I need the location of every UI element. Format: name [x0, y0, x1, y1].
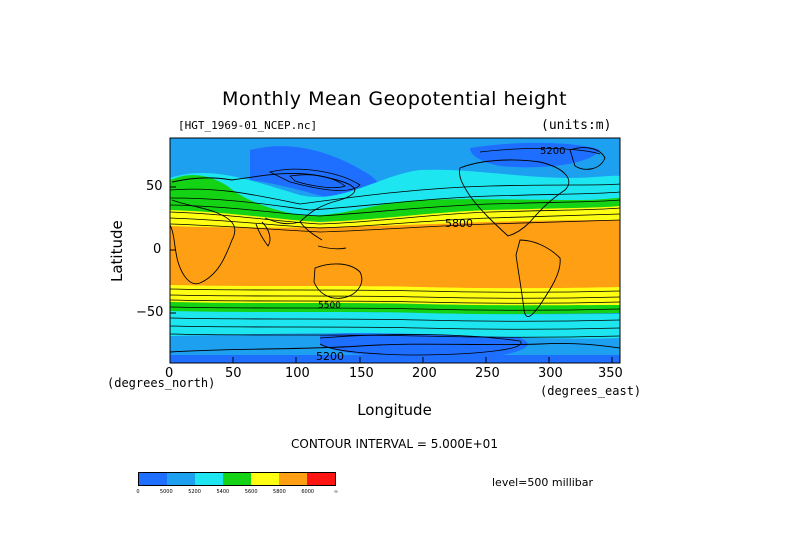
x-tick-250: 250	[475, 366, 500, 381]
contour-label-5200-north: 5200	[540, 146, 565, 157]
map-fill-layer: 5800 5200 5200 5500	[170, 138, 620, 363]
colorbar-label: 0	[136, 489, 140, 495]
x-axis-label: Longitude	[357, 401, 432, 419]
colorbar-swatch	[223, 473, 251, 485]
colorbar-label: ∞	[333, 489, 339, 495]
x-tick-150: 150	[349, 366, 374, 381]
colorbar-swatch	[279, 473, 307, 485]
contour-interval-text: CONTOUR INTERVAL = 5.000E+01	[291, 437, 498, 451]
units-label: (units:m)	[541, 118, 612, 133]
x-tick-100: 100	[285, 366, 310, 381]
y-tick-0: 0	[153, 242, 162, 257]
axis-ticks	[169, 186, 613, 363]
colorbar-swatch	[251, 473, 279, 485]
colorbar-label: 5600	[244, 489, 258, 495]
colorbar-swatch	[167, 473, 195, 485]
level-label: level=500 millibar	[492, 476, 594, 489]
x-tick-50: 50	[225, 366, 242, 381]
coastlines	[170, 147, 620, 353]
colorbar-label: 5200	[188, 489, 201, 495]
y-tick-minus-50: −50	[136, 305, 164, 320]
colorbar-label: 6000	[301, 489, 315, 495]
contour-label-5200-south: 5200	[316, 350, 344, 363]
colorbar-swatch	[139, 473, 167, 485]
contour-label-5800: 5800	[445, 217, 473, 230]
dataset-filename: [HGT_1969-01_NCEP.nc]	[178, 119, 318, 132]
x-tick-0: 0	[165, 366, 174, 381]
x-tick-200: 200	[412, 366, 437, 381]
colorbar-label: 5000	[159, 489, 173, 495]
colorbar-label: 5400	[216, 489, 230, 495]
x-tick-350: 350	[598, 366, 623, 381]
x-unit-right: (degrees_east)	[540, 384, 642, 398]
y-axis-label: Latitude	[108, 220, 126, 282]
colorbar-swatch	[195, 473, 223, 485]
colorbar-swatch	[307, 473, 335, 485]
colorbar	[138, 472, 336, 486]
contour-label-5500: 5500	[318, 301, 341, 311]
plot-title: Monthly Mean Geopotential height	[221, 88, 568, 110]
y-tick-50: 50	[146, 179, 163, 194]
x-tick-300: 300	[538, 366, 563, 381]
colorbar-label: 5800	[273, 489, 286, 495]
x-unit-left: (degrees_north)	[107, 376, 216, 390]
